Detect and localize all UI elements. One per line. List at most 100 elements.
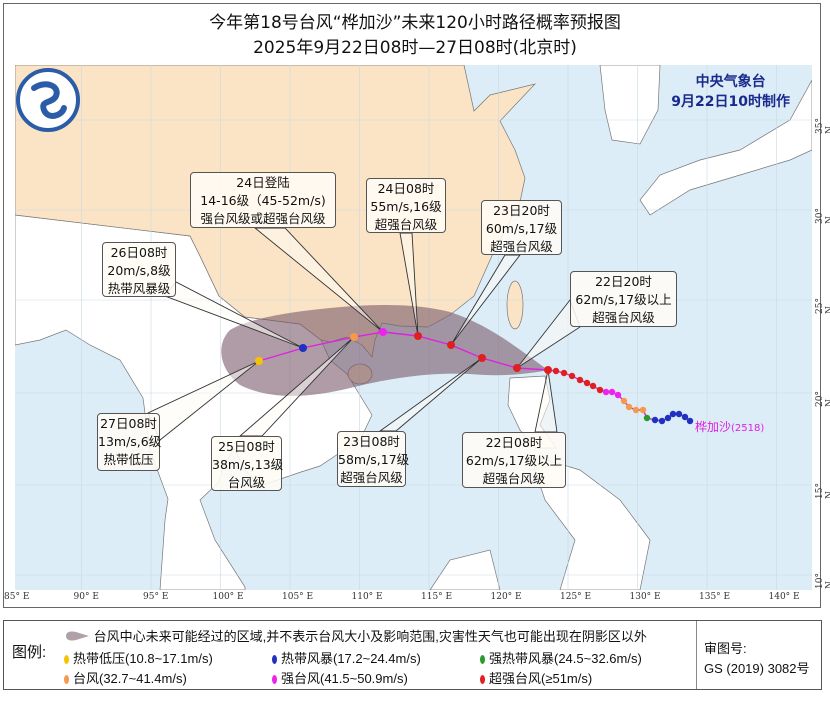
callout-line: 22日20时 bbox=[595, 274, 652, 289]
forecast-callout: 22日20时 62m/s,17级以上 超强台风级 bbox=[570, 271, 677, 327]
callout-line: 60m/s,17级 bbox=[485, 221, 558, 236]
issue-time: 9月22日10时制作 bbox=[671, 94, 790, 110]
forecast-callout: 24日登陆 14-16级（45-52m/s) 强台风级或超强台风级 bbox=[190, 172, 336, 228]
land-taiwan bbox=[506, 280, 524, 330]
forecast-point bbox=[544, 366, 552, 374]
longitude-label: 90° E bbox=[73, 592, 99, 602]
callout-line: 14-16级（45-52m/s) bbox=[200, 193, 326, 208]
callout-line: 62m/s,17级以上 bbox=[575, 292, 672, 307]
callout-line: 超强台风级 bbox=[340, 470, 403, 485]
longitude-label: 115° E bbox=[421, 592, 453, 602]
past-track-point bbox=[658, 417, 666, 425]
callout-line: 超强台风级 bbox=[490, 239, 553, 254]
callout-pointer bbox=[450, 254, 521, 346]
legend-title: 图例: bbox=[12, 644, 47, 661]
category-label: 热带风暴(17.2~24.4m/s) bbox=[281, 651, 421, 666]
callout-line: 热带低压 bbox=[103, 452, 154, 467]
legend-category: 热带风暴(17.2~24.4m/s) bbox=[272, 648, 421, 667]
past-track-point bbox=[596, 386, 604, 394]
callout-pointer bbox=[253, 227, 384, 333]
legend-cone-item: 台风中心未来可能经过的区域,并不表示台风大小及影响范围,灾害性天气也可能出现在阴… bbox=[64, 626, 647, 645]
callout-line: 24日登陆 bbox=[236, 175, 290, 190]
category-dot-icon bbox=[64, 655, 69, 664]
latitude-label: 10° N bbox=[815, 573, 830, 589]
agency-name: 中央气象台 bbox=[695, 74, 766, 90]
callout-line: 13m/s,6级 bbox=[98, 434, 162, 449]
callout-line: 25日08时 bbox=[218, 439, 275, 454]
forecast-callout: 26日08时 20m/s,8级 热带风暴级 bbox=[102, 242, 176, 297]
past-track-point bbox=[639, 406, 647, 414]
past-track-point bbox=[583, 379, 591, 387]
forecast-cone bbox=[221, 304, 549, 396]
callout-line: 62m/s,17级以上 bbox=[465, 453, 563, 468]
category-dot-icon bbox=[480, 655, 485, 664]
longitude-label: 85° E bbox=[4, 592, 30, 602]
legend: 图例: 台风中心未来可能经过的区域,并不表示台风大小及影响范围,灾害性天气也可能… bbox=[3, 620, 822, 690]
legend-category: 强台风(41.5~50.9m/s) bbox=[272, 668, 408, 687]
past-track-point bbox=[589, 382, 597, 390]
longitude-label: 130° E bbox=[629, 592, 661, 602]
past-track-point bbox=[625, 403, 633, 411]
past-track-point bbox=[664, 414, 672, 422]
callout-line: 强台风级或超强台风级 bbox=[200, 211, 326, 226]
legend-category: 强热带风暴(24.5~32.6m/s) bbox=[480, 648, 642, 667]
land-japan bbox=[639, 79, 812, 216]
forecast-point bbox=[447, 341, 455, 349]
latitude-label: 30° N bbox=[815, 208, 830, 224]
land-borneo bbox=[429, 549, 501, 590]
past-track-point bbox=[568, 372, 576, 380]
callout-line: 26日08时 bbox=[110, 245, 168, 260]
category-label: 台风(32.7~41.4m/s) bbox=[73, 671, 187, 686]
callout-line: 热带风暴级 bbox=[107, 281, 171, 296]
category-label: 强热带风暴(24.5~32.6m/s) bbox=[489, 651, 642, 666]
past-track-point bbox=[620, 397, 628, 405]
callout-line: 超强台风级 bbox=[374, 217, 438, 232]
forecast-callout: 23日08时 58m/s,17级 超强台风级 bbox=[337, 431, 410, 487]
callout-line: 23日08时 bbox=[343, 434, 400, 449]
forecast-point bbox=[414, 332, 422, 340]
forecast-point bbox=[255, 357, 263, 365]
callout-line: 22日08时 bbox=[485, 435, 543, 450]
forecast-point bbox=[299, 344, 307, 352]
forecast-callout: 24日08时 55m/s,16级 超强台风级 bbox=[366, 178, 446, 233]
past-track-point bbox=[632, 406, 640, 414]
category-dot-icon bbox=[64, 675, 69, 684]
legend-cone-text: 台风中心未来可能经过的区域,并不表示台风大小及影响范围,灾害性天气也可能出现在阴… bbox=[93, 629, 647, 644]
past-track-point bbox=[669, 410, 677, 418]
cone-swatch-icon bbox=[66, 631, 89, 641]
past-track-point bbox=[602, 388, 610, 396]
callout-line: 58m/s,17级 bbox=[338, 452, 410, 467]
past-track-point bbox=[643, 414, 651, 422]
callout-line: 台风级 bbox=[227, 475, 266, 490]
agency-label: 中央气象台 9月22日10时制作 bbox=[671, 72, 790, 112]
callout-line: 38m/s,13级 bbox=[212, 457, 284, 472]
longitude-label: 110° E bbox=[351, 592, 383, 602]
map-title: 今年第18号台风“桦加沙”未来120小时路径概率预报图 bbox=[209, 13, 621, 33]
callout-line: 24日08时 bbox=[377, 181, 435, 196]
forecast-callout: 23日20时 60m/s,17级 超强台风级 bbox=[481, 200, 562, 255]
latitude-label: 25° N bbox=[815, 298, 830, 314]
forecast-point bbox=[478, 354, 486, 362]
longitude-label: 125° E bbox=[560, 592, 592, 602]
longitude-label: 135° E bbox=[699, 592, 731, 602]
callout-line: 超强台风级 bbox=[482, 471, 546, 486]
typhoon-number: (2518) bbox=[731, 423, 765, 434]
past-track-point bbox=[552, 367, 560, 375]
category-label: 超强台风(≥51m/s) bbox=[489, 671, 593, 686]
callout-line: 超强台风级 bbox=[592, 310, 655, 325]
past-track-point bbox=[576, 376, 584, 384]
callout-line: 20m/s,8级 bbox=[107, 263, 171, 278]
past-track-point bbox=[608, 388, 616, 396]
callout-pointers bbox=[147, 227, 581, 441]
longitude-label: 105° E bbox=[282, 592, 314, 602]
past-track-point bbox=[675, 410, 683, 418]
past-track-point bbox=[686, 417, 694, 425]
longitude-label: 100° E bbox=[212, 592, 244, 602]
callout-pointer bbox=[399, 232, 419, 337]
category-label: 热带低压(10.8~17.1m/s) bbox=[73, 651, 213, 666]
legend-category: 台风(32.7~41.4m/s) bbox=[64, 668, 187, 687]
latitude-label: 15° N bbox=[815, 483, 830, 499]
review-label: 审图号: bbox=[704, 641, 747, 656]
category-label: 强台风(41.5~50.9m/s) bbox=[281, 671, 408, 686]
